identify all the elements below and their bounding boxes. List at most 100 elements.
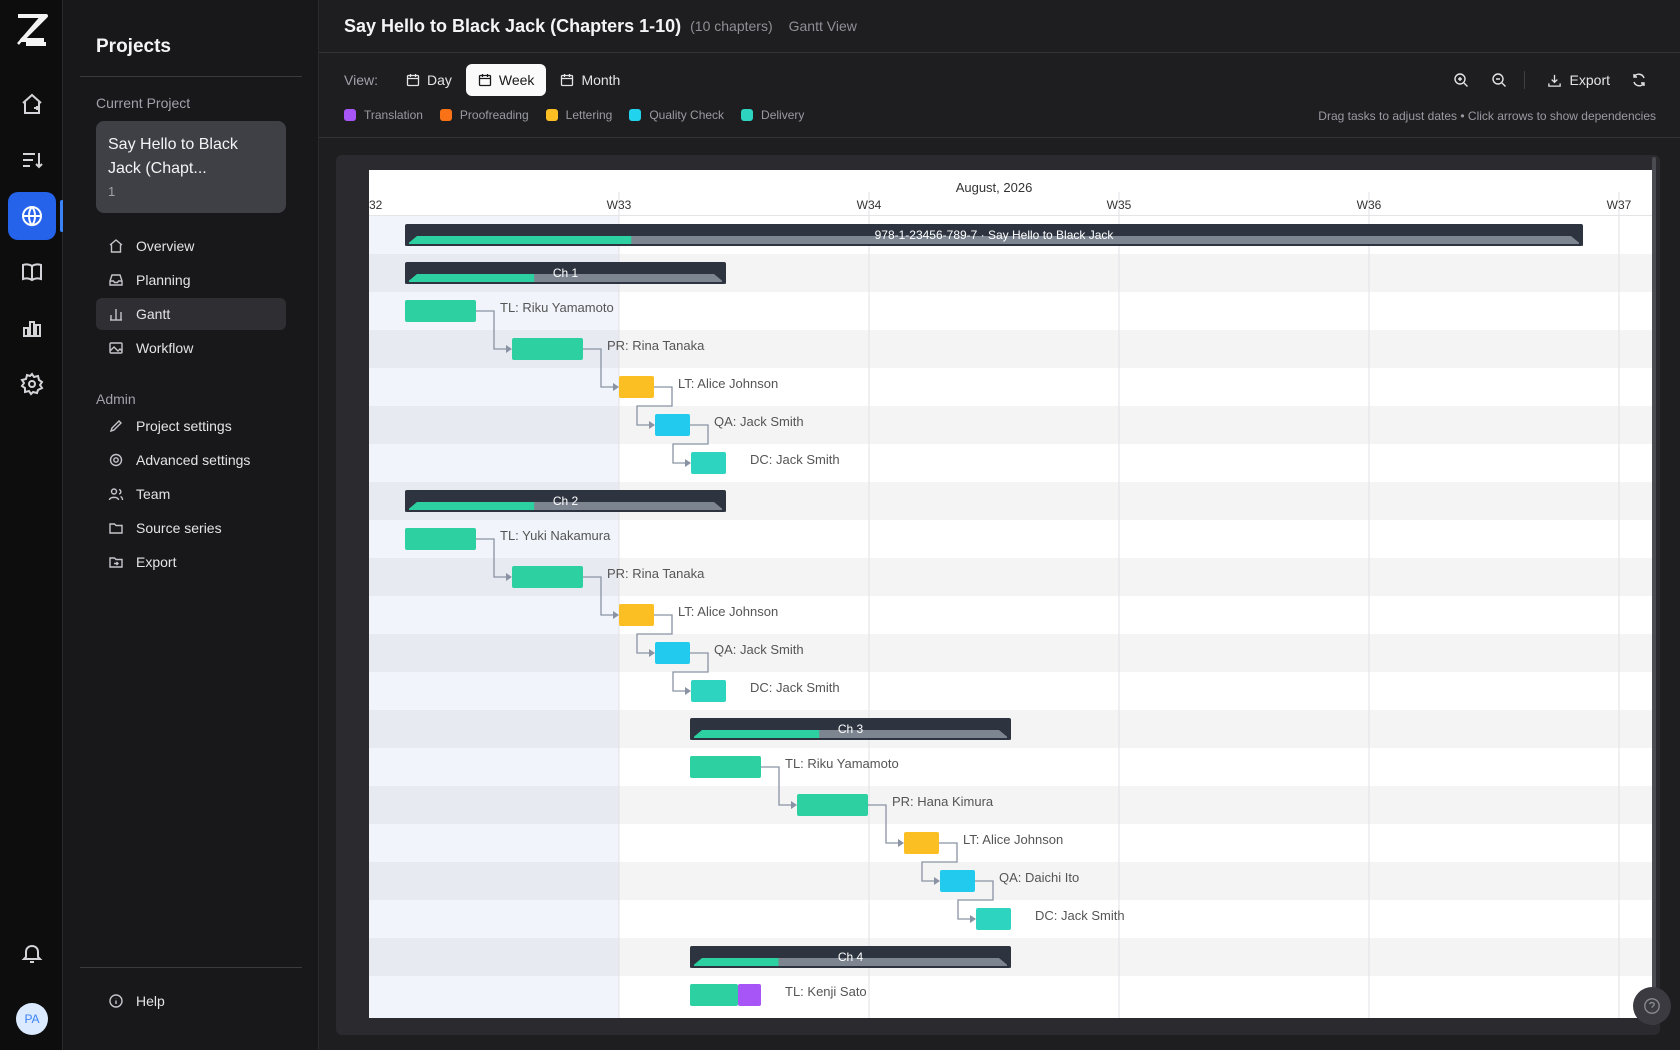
task-label[interactable]: QA: Jack Smith	[714, 414, 804, 429]
task-label[interactable]: QA: Daichi Ito	[999, 870, 1079, 885]
nav-source-series[interactable]: Source series	[96, 512, 286, 544]
task-bar[interactable]	[619, 376, 654, 398]
chapter-summary-bar-progress[interactable]	[694, 730, 820, 738]
nav-label: Overview	[136, 238, 195, 254]
chapter-summary-bar-label[interactable]: Ch 3	[838, 722, 864, 736]
gantt-row-bg	[369, 368, 1656, 406]
task-label[interactable]: TL: Riku Yamamoto	[500, 300, 614, 315]
zoom-out-button[interactable]	[1480, 64, 1518, 96]
view-day-button[interactable]: Day	[394, 64, 464, 96]
view-toolbar: View: Day Week Month	[344, 64, 634, 96]
task-label[interactable]: LT: Alice Johnson	[678, 604, 778, 619]
nav-advanced-settings[interactable]: Advanced settings	[96, 444, 286, 476]
chapter-summary-bar-cap-right[interactable]	[714, 502, 726, 512]
book-icon[interactable]	[8, 248, 56, 296]
chapter-summary-bar-track[interactable]	[409, 274, 722, 282]
task-label[interactable]: TL: Kenji Sato	[785, 984, 867, 999]
project-number: 1	[108, 184, 116, 199]
chapter-summary-bar-progress[interactable]	[409, 502, 535, 510]
project-summary-bar-cap-left[interactable]	[405, 236, 417, 246]
chapter-summary-bar-track[interactable]	[694, 958, 1007, 966]
project-summary-bar-progress[interactable]	[409, 236, 632, 244]
nav-help[interactable]: Help	[96, 985, 286, 1017]
zoom-in-icon	[1453, 73, 1468, 87]
chapter-summary-bar-label[interactable]: Ch 2	[553, 494, 579, 508]
app-logo-icon[interactable]	[12, 10, 52, 50]
task-bar[interactable]	[655, 414, 690, 436]
task-label[interactable]: QA: Jack Smith	[714, 642, 804, 657]
chapter-summary-bar-label[interactable]: Ch 1	[553, 266, 579, 280]
view-week-button[interactable]: Week	[465, 64, 547, 96]
chapter-summary-bar-track[interactable]	[694, 730, 1007, 738]
gantt-scrollbar[interactable]	[1652, 157, 1656, 1025]
user-avatar[interactable]: PA	[16, 1003, 48, 1035]
project-summary-bar-label[interactable]: 978-1-23456-789-7 · Say Hello to Black J…	[875, 228, 1115, 242]
view-month-button[interactable]: Month	[548, 64, 632, 96]
chapter-summary-bar-label[interactable]: Ch 4	[838, 950, 864, 964]
task-bar[interactable]	[405, 528, 476, 550]
refresh-button[interactable]	[1620, 64, 1658, 96]
chapter-summary-bar-cap-left[interactable]	[690, 730, 702, 740]
nav-export[interactable]: Export	[96, 546, 286, 578]
task-bar[interactable]	[512, 338, 583, 360]
task-bar[interactable]	[904, 832, 939, 854]
task-bar-overrun[interactable]	[738, 984, 761, 1006]
current-project-card[interactable]: Say Hello to Black Jack (Chapt... 1	[96, 121, 286, 213]
task-label[interactable]: LT: Alice Johnson	[678, 376, 778, 391]
nav-gantt[interactable]: Gantt	[96, 298, 286, 330]
chapter-summary-bar-cap-left[interactable]	[405, 502, 417, 512]
home-icon[interactable]	[8, 80, 56, 128]
task-bar[interactable]	[690, 756, 761, 778]
chapter-summary-bar-cap-right[interactable]	[714, 274, 726, 284]
task-label[interactable]: TL: Riku Yamamoto	[785, 756, 899, 771]
chapter-summary-bar-cap-right[interactable]	[999, 730, 1011, 740]
nav-team[interactable]: Team	[96, 478, 286, 510]
task-bar[interactable]	[976, 908, 1011, 930]
task-bar[interactable]	[691, 452, 726, 474]
task-label[interactable]: PR: Hana Kimura	[892, 794, 994, 809]
task-bar[interactable]	[690, 984, 738, 1006]
nav-workflow[interactable]: Workflow	[96, 332, 286, 364]
task-bar[interactable]	[940, 870, 975, 892]
task-bar[interactable]	[619, 604, 654, 626]
task-bar[interactable]	[512, 566, 583, 588]
project-summary-bar-track[interactable]	[409, 236, 1579, 244]
nav-label: Advanced settings	[136, 452, 251, 468]
task-label[interactable]: TL: Yuki Nakamura	[500, 528, 611, 543]
chapter-summary-bar-progress[interactable]	[694, 958, 779, 966]
help-fab[interactable]	[1633, 987, 1671, 1025]
task-label[interactable]: PR: Rina Tanaka	[607, 566, 705, 581]
chapter-summary-bar-cap-left[interactable]	[690, 958, 702, 968]
dependency-link	[672, 424, 709, 464]
task-bar[interactable]	[797, 794, 868, 816]
legend-swatch	[439, 109, 452, 121]
task-bar[interactable]	[655, 642, 690, 664]
chapter-summary-bar-cap-left[interactable]	[405, 274, 417, 284]
export-button[interactable]: Export	[1537, 64, 1620, 96]
task-bar[interactable]	[691, 680, 726, 702]
dependency-link	[921, 842, 958, 882]
settings-icon[interactable]	[8, 360, 56, 408]
tasks-sort-icon[interactable]	[8, 136, 56, 184]
task-label[interactable]: DC: Jack Smith	[750, 452, 840, 467]
task-bar[interactable]	[405, 300, 476, 322]
zoom-in-button[interactable]	[1442, 64, 1480, 96]
toolbar-separator	[1523, 71, 1525, 89]
task-label[interactable]: PR: Rina Tanaka	[607, 338, 705, 353]
bar-chart-icon[interactable]	[8, 304, 56, 352]
task-label[interactable]: LT: Alice Johnson	[963, 832, 1063, 847]
chapter-summary-bar-progress[interactable]	[409, 274, 535, 282]
nav-planning[interactable]: Planning	[96, 264, 286, 296]
bell-icon[interactable]	[8, 929, 56, 977]
nav-label: Gantt	[136, 306, 171, 322]
task-label[interactable]: DC: Jack Smith	[1035, 908, 1125, 923]
task-label[interactable]: DC: Jack Smith	[750, 680, 840, 695]
pencil-icon	[109, 420, 122, 433]
dependency-arrow	[613, 383, 619, 391]
globe-icon[interactable]	[8, 192, 56, 240]
nav-overview[interactable]: Overview	[96, 230, 286, 262]
chapter-summary-bar-cap-right[interactable]	[999, 958, 1011, 968]
project-summary-bar-cap-right[interactable]	[1571, 236, 1583, 246]
chapter-summary-bar-track[interactable]	[409, 502, 722, 510]
nav-project-settings[interactable]: Project settings	[96, 410, 286, 442]
